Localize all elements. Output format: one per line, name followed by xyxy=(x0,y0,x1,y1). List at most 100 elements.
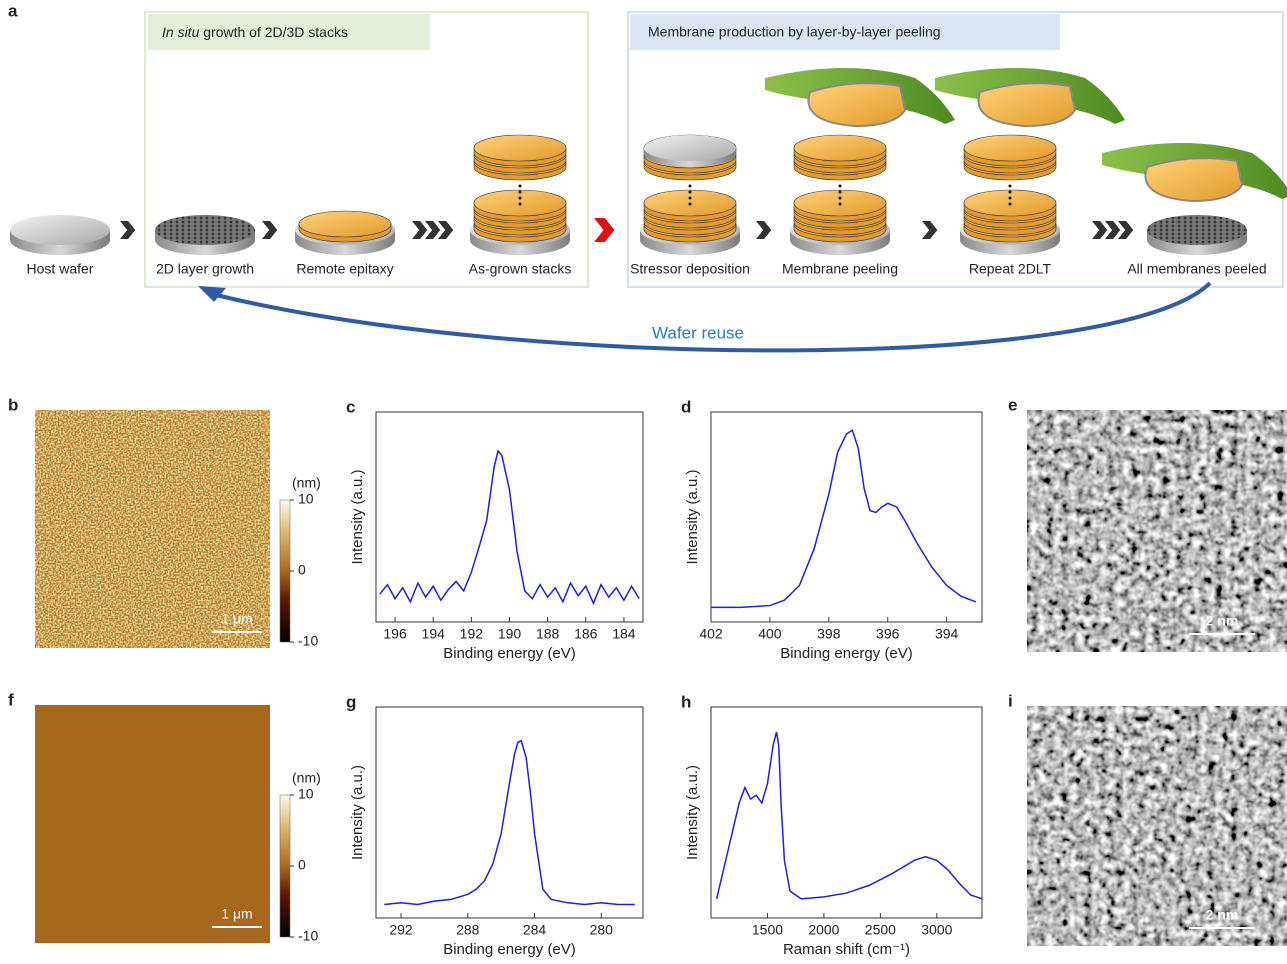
panel-letter: a xyxy=(8,1,18,20)
dot xyxy=(518,196,522,200)
y-axis-label: Intensity (a.u.) xyxy=(349,469,366,564)
plot-frame xyxy=(710,411,983,623)
dot xyxy=(1008,202,1012,206)
x-tick-label: 2500 xyxy=(865,922,896,938)
tem-texture xyxy=(1027,410,1287,652)
panel-letter: b xyxy=(8,395,18,414)
chevron xyxy=(425,221,441,239)
afm-image xyxy=(35,705,270,943)
step-label: Repeat 2DLT xyxy=(969,261,1052,277)
disk-top xyxy=(1147,215,1247,245)
spectrum-line xyxy=(715,731,983,900)
colorbar-tick-label: 10 xyxy=(298,786,314,802)
reuse-arrowhead xyxy=(198,286,226,302)
x-tick-label: 1500 xyxy=(752,922,783,938)
chevron xyxy=(438,221,454,239)
growth-tab xyxy=(148,14,430,50)
afm-noise xyxy=(35,410,270,648)
x-tick-label: 292 xyxy=(389,922,413,938)
scale-bar-label: 1 μm xyxy=(221,906,252,922)
peeling-box xyxy=(627,11,1284,288)
x-axis-label: Raman shift (cm⁻¹) xyxy=(783,941,910,958)
x-tick-label: 192 xyxy=(460,626,484,642)
colorbar-tick-label: -10 xyxy=(298,928,318,944)
x-axis-label: Binding energy (eV) xyxy=(443,645,576,662)
peeling-tab xyxy=(630,14,1060,50)
x-tick-label: 194 xyxy=(422,626,446,642)
colorbar-tick-label: 0 xyxy=(298,857,306,873)
x-axis-label: Binding energy (eV) xyxy=(443,941,576,958)
panel-letter: i xyxy=(1008,691,1013,710)
spectrum-line xyxy=(384,739,635,906)
chevron xyxy=(594,218,615,242)
growth-box xyxy=(144,11,589,288)
disk-top xyxy=(298,210,392,238)
chevron xyxy=(262,221,278,239)
membrane-film xyxy=(807,82,907,128)
step-label: 2D layer growth xyxy=(156,261,254,277)
step-label: All membranes peeled xyxy=(1127,261,1266,277)
tem-texture xyxy=(1027,706,1287,946)
step-label: Host wafer xyxy=(27,261,94,277)
plot-frame xyxy=(710,706,983,919)
spectrum-line xyxy=(379,449,640,606)
dot xyxy=(838,202,842,206)
y-axis-label: Intensity (a.u.) xyxy=(684,469,701,564)
panel-letter: d xyxy=(681,397,691,416)
peeling-title: Membrane production by layer-by-layer pe… xyxy=(648,24,941,40)
reuse-arrow xyxy=(211,281,1212,353)
dot xyxy=(838,190,842,194)
chevron xyxy=(1092,221,1108,239)
plot-frame xyxy=(375,411,644,623)
colorbar xyxy=(279,499,291,643)
x-tick-label: 196 xyxy=(383,626,407,642)
dot xyxy=(518,202,522,206)
dot xyxy=(1008,184,1012,188)
colorbar-unit: (nm) xyxy=(292,770,321,786)
x-tick-label: 400 xyxy=(758,626,782,642)
x-tick-label: 186 xyxy=(574,626,598,642)
colorbar xyxy=(279,794,291,938)
step-label: Stressor deposition xyxy=(630,261,750,277)
dot xyxy=(688,196,692,200)
spectrum-line xyxy=(711,429,977,609)
colorbar-unit: (nm) xyxy=(292,475,321,491)
panel-letter: g xyxy=(346,692,356,711)
step-label: Remote epitaxy xyxy=(296,261,393,277)
membrane-film xyxy=(977,82,1077,128)
disk-top xyxy=(473,134,567,162)
colorbar-tick-label: -10 xyxy=(298,633,318,649)
step-label: As-grown stacks xyxy=(469,261,572,277)
chevron xyxy=(1118,221,1134,239)
x-tick-label: 2000 xyxy=(808,922,839,938)
disk-top xyxy=(10,215,110,245)
dot xyxy=(688,202,692,206)
panel-letter: c xyxy=(346,397,355,416)
disk-top xyxy=(644,135,736,161)
chevron xyxy=(756,221,772,239)
dot xyxy=(518,190,522,194)
plot-frame xyxy=(375,706,644,919)
x-tick-label: 184 xyxy=(612,626,636,642)
chevron xyxy=(922,221,938,239)
x-tick-label: 288 xyxy=(456,922,480,938)
scale-bar-label: 1 μm xyxy=(221,611,252,627)
panel-letter: f xyxy=(8,690,14,709)
dot xyxy=(518,184,522,188)
disk-top xyxy=(793,134,887,162)
colorbar-tick-label: 10 xyxy=(298,491,314,507)
dot xyxy=(1008,196,1012,200)
x-tick-label: 284 xyxy=(523,922,547,938)
x-tick-label: 402 xyxy=(699,626,723,642)
chevron xyxy=(120,221,136,239)
reuse-label: Wafer reuse xyxy=(652,323,744,342)
membrane-film xyxy=(1144,157,1244,203)
panel-letter: h xyxy=(681,692,691,711)
step-label: Membrane peeling xyxy=(782,261,898,277)
dot xyxy=(688,184,692,188)
x-tick-label: 396 xyxy=(876,626,900,642)
y-axis-label: Intensity (a.u.) xyxy=(349,765,366,860)
growth-title: In situ growth of 2D/3D stacks xyxy=(162,24,348,40)
scale-bar-label: 2 nm xyxy=(1206,613,1239,629)
